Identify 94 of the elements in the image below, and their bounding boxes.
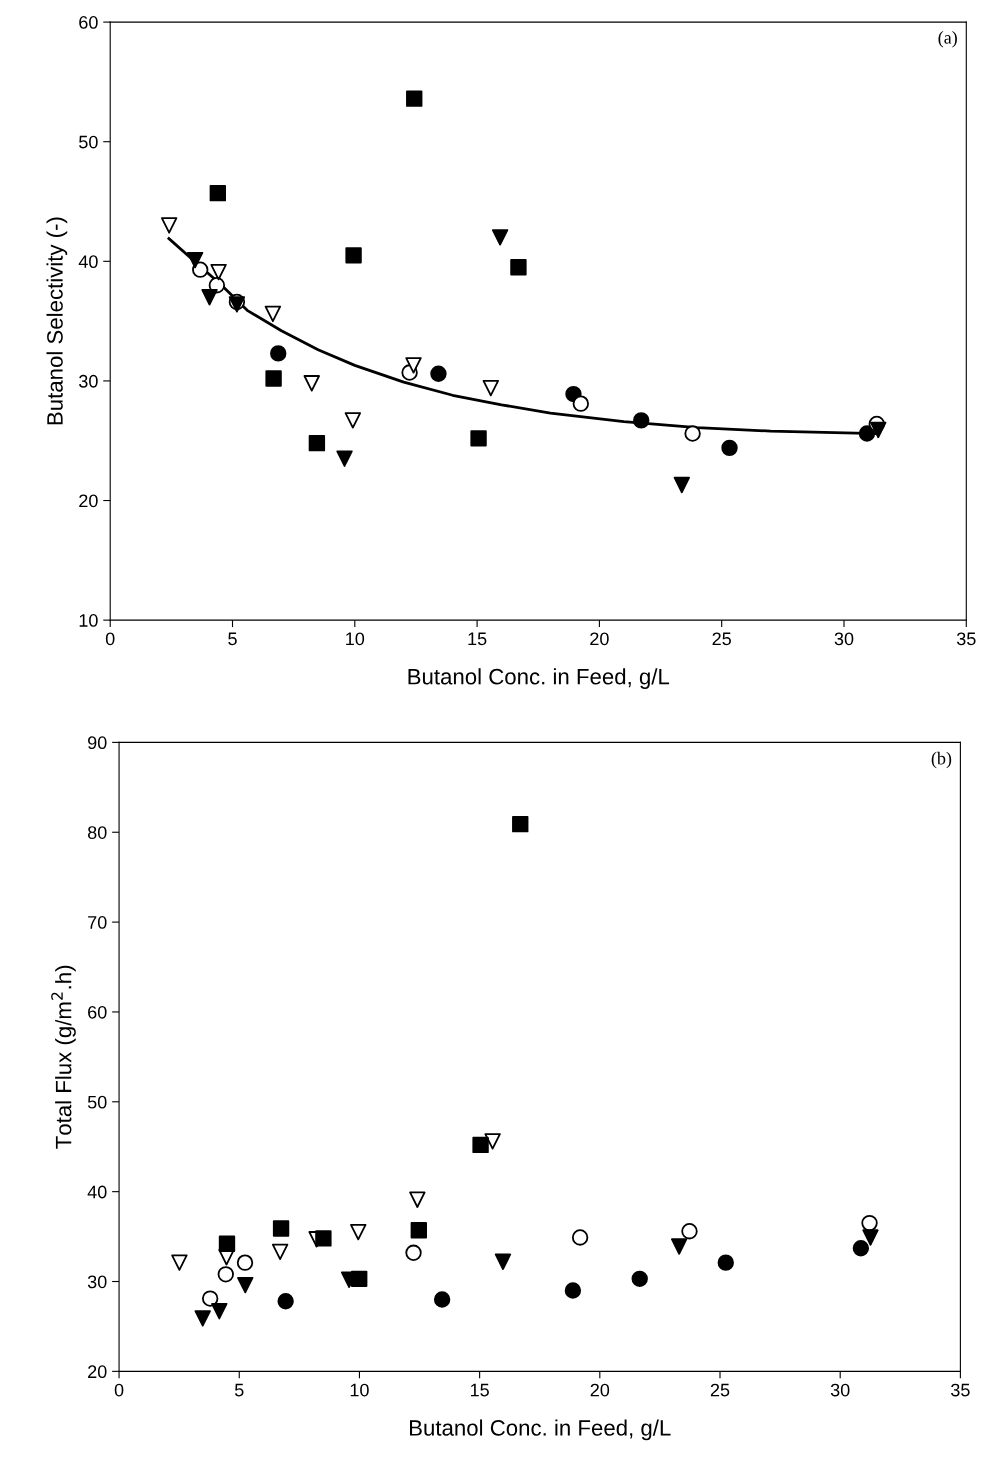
point xyxy=(470,430,487,447)
point xyxy=(684,425,701,442)
point xyxy=(308,434,326,452)
y-tick-label: 40 xyxy=(78,255,98,269)
y-tick-label: 30 xyxy=(79,374,98,388)
x-tick-label: 15 xyxy=(468,632,487,646)
point xyxy=(484,1133,501,1150)
x-tick-label: 30 xyxy=(834,632,854,646)
y-tick-label: 50 xyxy=(87,1095,107,1109)
x-axis-title: Butanol Conc. in Feed, g/L xyxy=(409,1419,671,1441)
point xyxy=(344,412,362,429)
point xyxy=(194,1310,211,1327)
y-tick-label: 40 xyxy=(87,1185,107,1199)
point xyxy=(336,450,353,467)
point xyxy=(870,421,887,439)
point xyxy=(564,1282,582,1299)
point xyxy=(270,345,287,362)
annotation: (b) xyxy=(931,751,952,769)
point xyxy=(201,1290,219,1307)
x-tick-label: 20 xyxy=(590,632,609,646)
point xyxy=(265,370,282,387)
point xyxy=(345,247,362,264)
point xyxy=(409,1191,426,1208)
point xyxy=(405,357,422,374)
point xyxy=(430,365,447,382)
x-axis-title: Butanol Conc. in Feed, g/L xyxy=(408,668,670,689)
point xyxy=(410,1222,428,1239)
point xyxy=(210,263,227,281)
annotation: (a) xyxy=(938,31,957,48)
point xyxy=(572,395,589,412)
x-tick-label: 5 xyxy=(234,1383,244,1397)
x-tick-label: 5 xyxy=(228,632,237,646)
point xyxy=(472,1136,489,1154)
point xyxy=(433,1291,451,1308)
point xyxy=(160,217,178,234)
x-tick-label: 25 xyxy=(710,1383,730,1397)
point xyxy=(510,259,527,276)
y-tick-label: 50 xyxy=(79,135,98,149)
x-tick-label: 35 xyxy=(956,632,976,646)
point xyxy=(406,90,423,107)
point xyxy=(211,1302,228,1320)
y-tick-label: 20 xyxy=(79,494,98,508)
x-tick-label: 20 xyxy=(590,1383,610,1397)
point xyxy=(631,1270,648,1288)
point xyxy=(272,1220,290,1237)
point xyxy=(491,229,509,246)
point xyxy=(852,1240,870,1257)
point xyxy=(209,184,227,202)
point xyxy=(277,1293,294,1310)
point xyxy=(717,1254,734,1271)
y-tick-label: 90 xyxy=(88,736,107,750)
point xyxy=(236,1254,254,1271)
x-tick-label: 35 xyxy=(951,1383,970,1397)
point xyxy=(721,439,738,457)
y-tick-label: 70 xyxy=(88,916,107,929)
point xyxy=(405,1244,422,1261)
point xyxy=(858,425,876,442)
point xyxy=(350,1223,367,1241)
x-tick-label: 30 xyxy=(830,1383,850,1397)
point xyxy=(482,379,499,397)
x-tick-label: 15 xyxy=(470,1383,489,1397)
y-axis-title: Total Flux (g/m$^{2}$.h) xyxy=(51,965,76,1149)
point xyxy=(171,1254,188,1271)
point xyxy=(673,476,691,494)
point xyxy=(271,1243,289,1261)
point xyxy=(201,289,218,306)
y-axis-title: Butanol Selectivity (-) xyxy=(46,217,68,425)
x-tick-label: 10 xyxy=(346,632,365,646)
point xyxy=(186,251,204,269)
point xyxy=(217,1266,234,1283)
point xyxy=(315,1230,332,1247)
point xyxy=(862,1229,879,1246)
x-tick-label: 0 xyxy=(114,1383,124,1397)
point xyxy=(303,375,320,392)
x-tick-label: 10 xyxy=(350,1383,369,1397)
point xyxy=(237,1276,254,1294)
point xyxy=(633,412,650,429)
point xyxy=(670,1238,688,1255)
y-tick-label: 80 xyxy=(87,826,107,839)
point xyxy=(264,305,282,323)
x-tick-label: 25 xyxy=(712,632,731,646)
point xyxy=(218,1235,236,1252)
point xyxy=(351,1270,368,1288)
point xyxy=(512,815,529,833)
point xyxy=(571,1229,589,1246)
point xyxy=(681,1223,698,1240)
point xyxy=(494,1253,512,1270)
x-tick-label: 0 xyxy=(105,632,115,646)
point xyxy=(861,1214,878,1232)
y-tick-label: 60 xyxy=(88,1005,107,1019)
y-tick-label: 30 xyxy=(87,1275,107,1289)
y-tick-label: 10 xyxy=(79,614,98,627)
y-tick-label: 20 xyxy=(88,1365,107,1379)
y-tick-label: 60 xyxy=(79,16,98,29)
